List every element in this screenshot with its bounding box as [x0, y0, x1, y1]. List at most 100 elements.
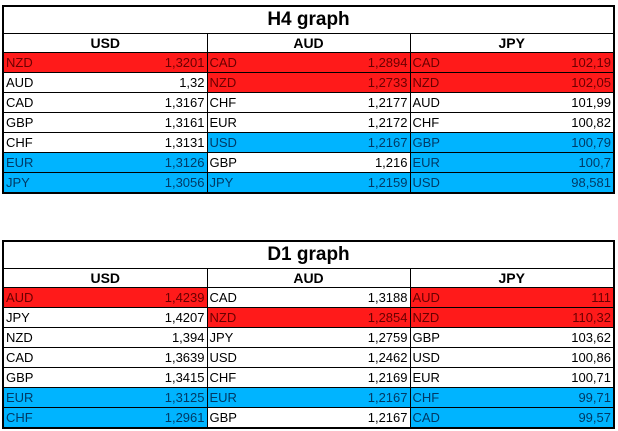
- currency-code-cell: GBP: [410, 132, 510, 153]
- currency-code-cell: JPY: [207, 172, 307, 192]
- rate-value-cell: 1,4239: [104, 287, 208, 308]
- currency-code-cell: USD: [207, 347, 307, 368]
- table-row: EUR 1,3126 GBP 1,216 EUR 100,7: [4, 152, 613, 173]
- currency-code-cell: NZD: [4, 327, 104, 348]
- rate-value-cell: 1,2169: [307, 367, 411, 388]
- currency-code-cell: GBP: [4, 367, 104, 388]
- currency-code-cell: CHF: [4, 407, 104, 427]
- d1-table-body: AUD 1,4239 CAD 1,3188 AUD 111 JPY 1,4207 NZD 1,28…: [4, 287, 613, 427]
- panel-title: H4 graph: [4, 7, 613, 34]
- rate-value-cell: 1,3131: [104, 132, 208, 153]
- rate-value-cell: 1,2159: [307, 172, 411, 192]
- rate-value-cell: 1,2167: [307, 407, 411, 427]
- currency-code-cell: GBP: [410, 327, 510, 348]
- table-row: AUD 1,4239 CAD 1,3188 AUD 111: [4, 287, 613, 308]
- rate-value-cell: 103,62: [510, 327, 613, 348]
- rate-value-cell: 1,394: [104, 327, 208, 348]
- rate-value-cell: 1,3125: [104, 387, 208, 408]
- table-row: EUR 1,3125 EUR 1,2167 CHF 99,71: [4, 387, 613, 408]
- table-row: JPY 1,3056 JPY 1,2159 USD 98,581: [4, 172, 613, 192]
- table-row: CHF 1,3131 USD 1,2167 GBP 100,79: [4, 132, 613, 153]
- currency-code-cell: NZD: [410, 72, 510, 93]
- rate-value-cell: 99,57: [510, 407, 613, 427]
- rate-value-cell: 102,05: [510, 72, 613, 93]
- table-row: AUD 1,32 NZD 1,2733 NZD 102,05: [4, 72, 613, 93]
- currency-code-cell: USD: [410, 347, 510, 368]
- table-row: CAD 1,3167 CHF 1,2177 AUD 101,99: [4, 92, 613, 113]
- currency-code-cell: CAD: [4, 347, 104, 368]
- table-row: NZD 1,394 JPY 1,2759 GBP 103,62: [4, 327, 613, 348]
- currency-code-cell: USD: [410, 172, 510, 192]
- rate-value-cell: 102,19: [510, 52, 613, 73]
- table-row: CHF 1,2961 GBP 1,2167 CAD 99,57: [4, 407, 613, 427]
- currency-code-cell: GBP: [207, 152, 307, 173]
- currency-code-cell: AUD: [4, 287, 104, 308]
- rate-value-cell: 1,2961: [104, 407, 208, 427]
- rate-value-cell: 1,3415: [104, 367, 208, 388]
- currency-code-cell: JPY: [207, 327, 307, 348]
- currency-code-cell: EUR: [410, 367, 510, 388]
- rate-value-cell: 98,581: [510, 172, 613, 192]
- currency-code-cell: AUD: [410, 287, 510, 308]
- rate-value-cell: 111: [510, 287, 613, 308]
- table-row: NZD 1,3201 CAD 1,2894 CAD 102,19: [4, 52, 613, 73]
- h4-table-body: NZD 1,3201 CAD 1,2894 CAD 102,19 AUD 1,32 NZD 1,2…: [4, 52, 613, 192]
- rate-value-cell: 1,3639: [104, 347, 208, 368]
- rate-value-cell: 1,2167: [307, 387, 411, 408]
- rate-value-cell: 100,7: [510, 152, 613, 173]
- column-header-usd: USD: [4, 269, 208, 288]
- currency-code-cell: CHF: [4, 132, 104, 153]
- h4-graph-panel: H4 graph USD AUD JPY NZD 1,3201 CAD 1,2894 C…: [2, 5, 615, 194]
- currency-code-cell: NZD: [207, 72, 307, 93]
- rate-value-cell: 100,82: [510, 112, 613, 133]
- column-header-jpy: JPY: [409, 34, 613, 53]
- rate-value-cell: 1,3126: [104, 152, 208, 173]
- column-header-aud: AUD: [206, 34, 411, 53]
- rate-value-cell: 1,2462: [307, 347, 411, 368]
- rate-value-cell: 1,2854: [307, 307, 411, 328]
- currency-code-cell: CHF: [207, 367, 307, 388]
- rate-value-cell: 1,2759: [307, 327, 411, 348]
- currency-code-cell: NZD: [410, 307, 510, 328]
- table-row: CAD 1,3639 USD 1,2462 USD 100,86: [4, 347, 613, 368]
- rate-value-cell: 1,3201: [104, 52, 208, 73]
- currency-code-cell: USD: [207, 132, 307, 153]
- currency-code-cell: EUR: [4, 152, 104, 173]
- rate-value-cell: 100,79: [510, 132, 613, 153]
- currency-code-cell: CHF: [207, 92, 307, 113]
- rate-value-cell: 1,3167: [104, 92, 208, 113]
- rate-value-cell: 1,2894: [307, 52, 411, 73]
- table-row: GBP 1,3415 CHF 1,2169 EUR 100,71: [4, 367, 613, 388]
- currency-code-cell: NZD: [4, 52, 104, 73]
- rate-value-cell: 1,2733: [307, 72, 411, 93]
- rate-value-cell: 99,71: [510, 387, 613, 408]
- d1-graph-panel: D1 graph USD AUD JPY AUD 1,4239 CAD 1,3188 A…: [2, 240, 615, 429]
- currency-code-cell: GBP: [207, 407, 307, 427]
- currency-code-cell: EUR: [207, 387, 307, 408]
- rate-value-cell: 101,99: [510, 92, 613, 113]
- table-row: JPY 1,4207 NZD 1,2854 NZD 110,32: [4, 307, 613, 328]
- currency-code-cell: AUD: [410, 92, 510, 113]
- currency-code-cell: CAD: [410, 52, 510, 73]
- currency-code-cell: NZD: [207, 307, 307, 328]
- table-row: GBP 1,3161 EUR 1,2172 CHF 100,82: [4, 112, 613, 133]
- currency-code-cell: CAD: [207, 52, 307, 73]
- rate-value-cell: 100,86: [510, 347, 613, 368]
- d1-currency-table: USD AUD JPY AUD 1,4239 CAD 1,3188 AUD 111 JPY 1…: [4, 269, 613, 427]
- rate-value-cell: 1,3188: [307, 287, 411, 308]
- rate-value-cell: 1,2172: [307, 112, 411, 133]
- currency-code-cell: JPY: [4, 307, 104, 328]
- currency-code-cell: JPY: [4, 172, 104, 192]
- currency-code-cell: EUR: [410, 152, 510, 173]
- column-header-jpy: JPY: [409, 269, 613, 288]
- column-header-aud: AUD: [206, 269, 411, 288]
- rate-value-cell: 1,32: [104, 72, 208, 93]
- currency-code-cell: CAD: [410, 407, 510, 427]
- rate-value-cell: 110,32: [510, 307, 613, 328]
- currency-code-cell: GBP: [4, 112, 104, 133]
- column-header-usd: USD: [4, 34, 208, 53]
- rate-value-cell: 1,2167: [307, 132, 411, 153]
- rate-value-cell: 1,3161: [104, 112, 208, 133]
- h4-currency-table: USD AUD JPY NZD 1,3201 CAD 1,2894 CAD 102,19 A…: [4, 34, 613, 192]
- rate-value-cell: 100,71: [510, 367, 613, 388]
